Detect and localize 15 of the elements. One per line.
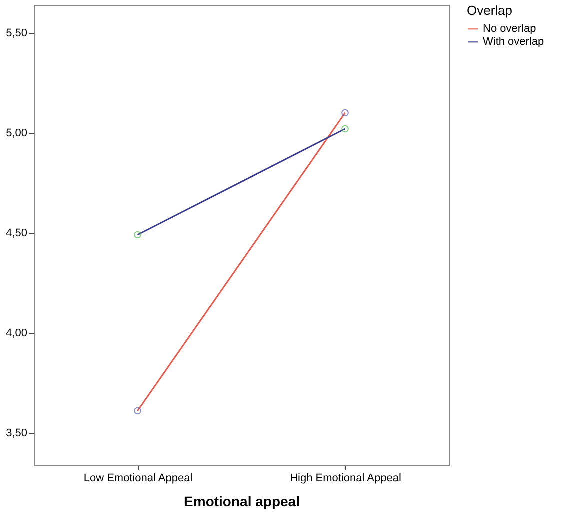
point — [342, 125, 349, 133]
x-axis-title: Emotional appeal — [184, 494, 300, 510]
y-tick-label: 5,50 — [6, 28, 28, 40]
y-tick-label: 4,00 — [6, 328, 28, 340]
y-tick-label: 3,50 — [6, 428, 28, 440]
x-tick-label: High Emotional Appeal — [290, 472, 402, 484]
legend-label: With overlap — [483, 36, 544, 48]
y-tick-label: 4,50 — [6, 228, 28, 240]
legend-title: Overlap — [467, 3, 513, 18]
legend-label: No overlap — [483, 23, 536, 35]
y-tick-label: 5,00 — [6, 128, 28, 140]
point — [342, 109, 349, 117]
x-tick-label: Low Emotional Appeal — [84, 472, 193, 484]
point — [134, 407, 142, 415]
point — [134, 231, 142, 239]
